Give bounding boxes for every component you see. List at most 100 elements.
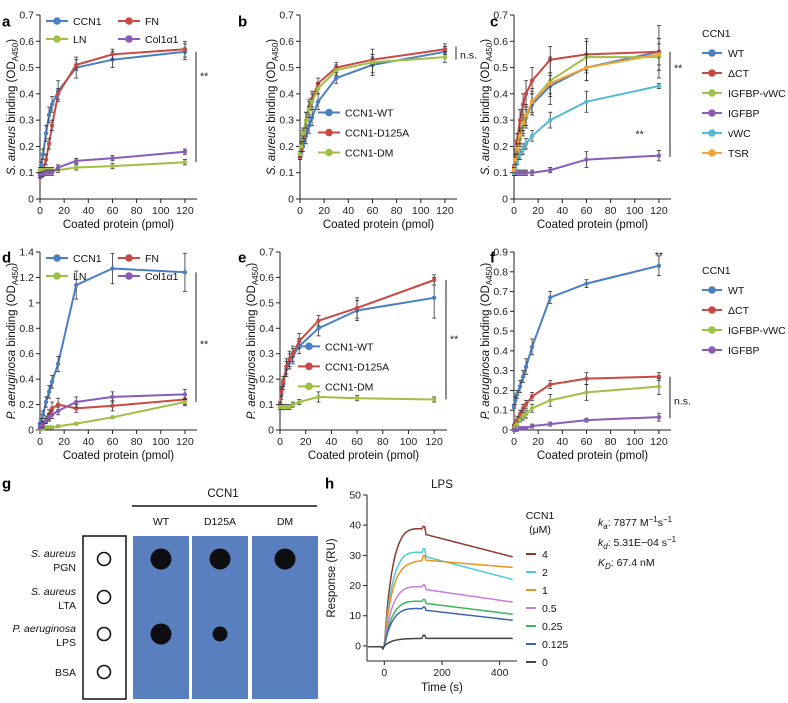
x-tick-label: 120 (436, 205, 454, 217)
legend-marker (708, 109, 716, 117)
x-tick-label: 100 (152, 436, 170, 448)
legend-label: CCN1-D125A (345, 128, 409, 140)
data-point (548, 167, 553, 173)
y-tick-label: 0.6 (493, 306, 508, 318)
y-label-sub: A450 (11, 42, 20, 61)
series-TSR (511, 38, 662, 174)
y-label-end: ) (480, 39, 492, 43)
data-point (55, 165, 61, 170)
legend-label: IGFBP-vWC (728, 88, 786, 100)
data-point (517, 384, 523, 389)
y-label-sub: A450 (485, 266, 494, 285)
legend-marker (708, 306, 716, 314)
y-tick-label: 0.3 (259, 348, 274, 360)
blot-header: CCN1 (207, 488, 238, 500)
data-point (514, 421, 520, 427)
data-point (300, 131, 306, 136)
y-axis-label: P. aeruginosa binding (ODA450) (246, 263, 260, 420)
data-point (656, 384, 662, 389)
y-tick-label: 0.3 (19, 115, 34, 127)
legend-marker (53, 272, 61, 280)
y-tick-label: 0.3 (493, 365, 508, 377)
legend-label: IGFBP (728, 345, 760, 357)
data-point (74, 421, 79, 426)
legend-marker (125, 254, 133, 262)
data-point (529, 406, 535, 411)
legend-marker (708, 49, 716, 57)
kinetic-sup: −1 (663, 515, 673, 524)
y-tick-label: 0.4 (493, 88, 508, 100)
data-point (517, 417, 523, 423)
y-label-end: ) (6, 39, 18, 43)
y-tick-label: 0.2 (493, 385, 508, 397)
data-point (523, 425, 529, 431)
y-tick-label: 0.1 (19, 167, 34, 179)
x-tick-label: 120 (650, 436, 668, 448)
legend-label: IGFBP-vWC (728, 325, 786, 337)
y-tick-label: 0.4 (19, 374, 34, 386)
x-tick-label: 120 (176, 436, 194, 448)
y-tick-label: 0.4 (19, 88, 34, 100)
y-label-end: ) (246, 263, 258, 267)
legend-label: CCN1 (73, 253, 102, 265)
data-point (316, 326, 321, 331)
data-point (49, 170, 55, 175)
x-tick-label: 0 (37, 436, 43, 448)
y-label-sub: A450 (485, 42, 494, 61)
legend-title: CCN1 (702, 28, 731, 40)
y-axis-label: P. aeruginosa binding (ODA450) (480, 263, 494, 420)
y-tick-label: 0 (268, 425, 274, 437)
legend-label: WT (728, 48, 745, 60)
legend-marker (708, 69, 716, 77)
y-tick-label: 0.1 (493, 405, 508, 417)
y-axis-label: S. aureus binding (ODA450) (480, 39, 494, 175)
data-point (584, 65, 589, 70)
data-point (303, 117, 309, 123)
x-tick-label: 20 (58, 436, 70, 448)
y-tick-label: 0 (502, 425, 508, 437)
data-point (182, 270, 188, 275)
x-tick-label: 80 (377, 436, 389, 448)
reference-circle (96, 551, 112, 567)
y-axis-label: S. aureus binding (ODA450) (266, 39, 280, 175)
y-tick-label: 1.4 (19, 247, 34, 259)
blot-row-label: BSA (55, 667, 76, 679)
series-IGFBP (511, 149, 662, 176)
y-tick-label: 0.6 (493, 36, 508, 48)
legend-label: ΔCT (728, 305, 750, 317)
y-tick-label: 0.6 (279, 36, 294, 48)
y-tick-label: 0.6 (19, 348, 34, 360)
x-tick-label: 80 (605, 205, 617, 217)
data-point (290, 351, 296, 356)
x-axis-label: Coated protein (pmol) (537, 219, 648, 231)
data-point (584, 417, 589, 423)
legend-marker (708, 89, 716, 97)
legend-marker (708, 346, 716, 354)
panel-f: f 0 0.1 0.2 0.3 0.4 0.5 0.6 0.7 0.8 0.9 0 20 40 60 80 10… (480, 247, 786, 463)
data-point (43, 157, 49, 162)
x-tick-label: 100 (400, 436, 418, 448)
legend-title: CCN1 (702, 265, 731, 277)
reference-circle (96, 664, 112, 680)
significance-label: ** (674, 63, 682, 75)
data-point (43, 131, 49, 136)
x-tick-label: 60 (581, 436, 593, 448)
data-point (523, 112, 529, 118)
data-point (49, 379, 55, 384)
data-point (514, 146, 520, 152)
blot-row-sublabel: PGN (53, 562, 76, 574)
data-point (182, 399, 188, 405)
y-tick-label: 0.9 (493, 247, 508, 259)
data-point (46, 141, 52, 146)
y-tick-label: 0.1 (493, 167, 508, 179)
series-CCN1 (37, 252, 188, 426)
data-point (656, 83, 662, 89)
data-point (55, 408, 61, 414)
data-point (55, 402, 61, 407)
x-tick-label: 120 (176, 205, 194, 217)
data-point (279, 389, 284, 395)
kinetic-sup: −1 (667, 535, 677, 544)
x-tick-label: 60 (581, 205, 593, 217)
series-IGFBP (511, 412, 662, 433)
y-tick-label: 0 (28, 425, 34, 437)
